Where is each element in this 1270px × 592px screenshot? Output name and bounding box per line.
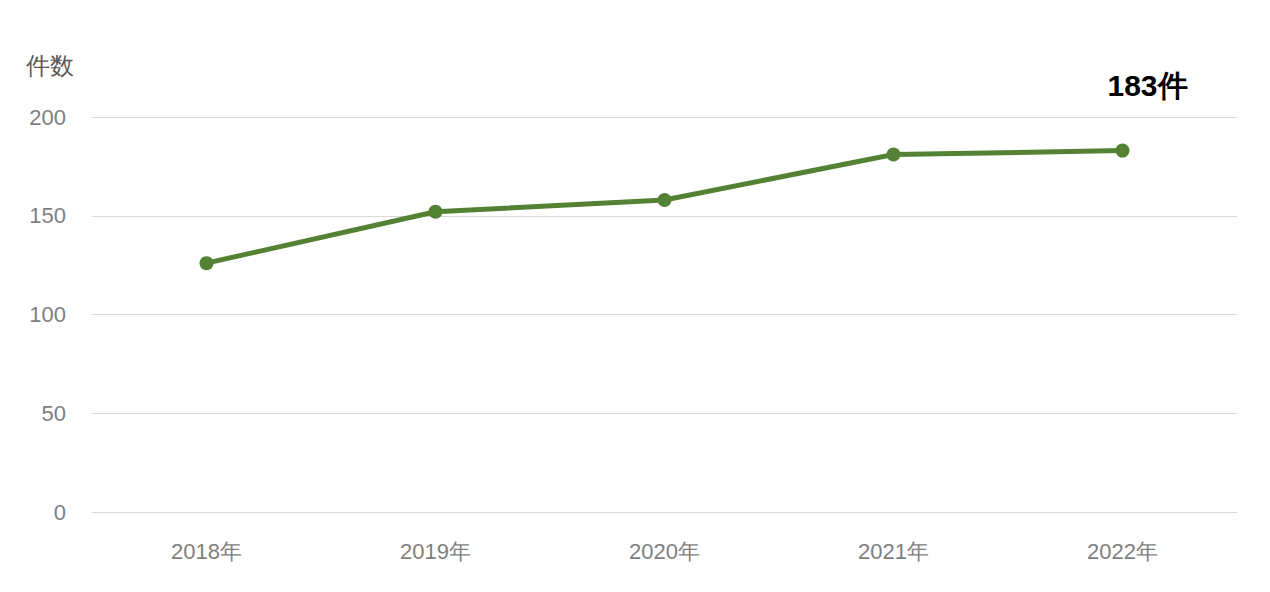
svg-text:50: 50 xyxy=(42,401,66,426)
svg-text:183件: 183件 xyxy=(1107,69,1187,102)
svg-text:2020年: 2020年 xyxy=(629,539,700,564)
svg-text:2019年: 2019年 xyxy=(400,539,471,564)
svg-text:2018年: 2018年 xyxy=(171,539,242,564)
svg-text:0: 0 xyxy=(54,500,66,525)
svg-text:200: 200 xyxy=(29,105,66,130)
svg-text:150: 150 xyxy=(29,203,66,228)
svg-text:2021年: 2021年 xyxy=(858,539,929,564)
svg-text:件数: 件数 xyxy=(26,52,74,79)
svg-text:2022年: 2022年 xyxy=(1087,539,1158,564)
svg-text:100: 100 xyxy=(29,302,66,327)
